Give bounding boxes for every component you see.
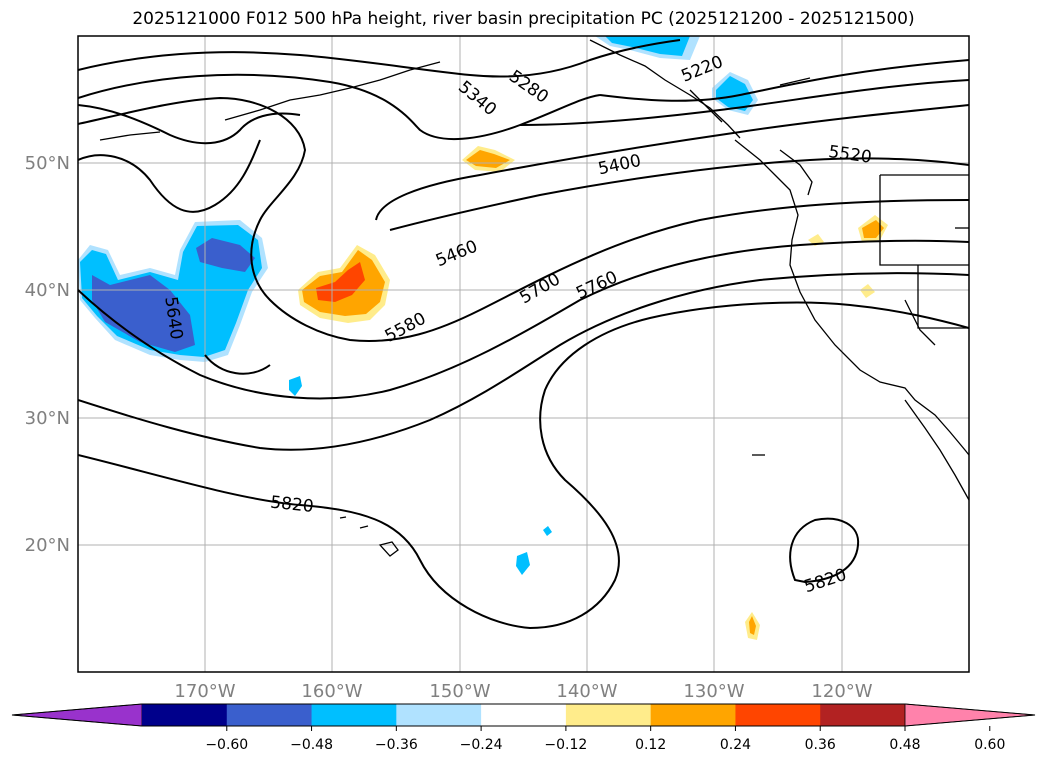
height-contours [78, 39, 969, 630]
positive-anomaly-region [860, 284, 875, 298]
negative-anomaly-region [92, 275, 195, 352]
colorbar-tick-label: 0.60 [974, 737, 1005, 753]
colorbar-tick-label: −0.60 [205, 737, 248, 753]
lon-label: 140°W [556, 681, 617, 702]
colorbar-tick-label: 0.24 [720, 737, 751, 753]
lon-label: 150°W [429, 681, 490, 702]
positive-anomaly-region [749, 616, 756, 635]
lat-label: 30°N [25, 408, 70, 429]
colorbar-segment [565, 704, 652, 726]
colorbar-tick-label: 0.12 [635, 737, 666, 753]
lon-label: 120°W [811, 681, 872, 702]
colorbar-extend-high [904, 703, 1036, 727]
negative-anomaly-region [716, 76, 753, 111]
negative-anomaly-region [289, 376, 302, 396]
colorbar-tick-label: −0.48 [290, 737, 333, 753]
latitude-labels: 50°N 40°N 30°N 20°N [25, 153, 70, 556]
negative-anomaly-region [543, 526, 552, 536]
coastlines [99, 39, 969, 557]
colorbar-segment [820, 704, 906, 726]
colorbar [11, 703, 1036, 727]
precip-anomaly-shading [78, 36, 888, 640]
longitude-labels: 170°W 160°W 150°W 140°W 130°W 120°W [174, 681, 872, 702]
lon-label: 130°W [683, 681, 744, 702]
colorbar-segment [735, 704, 821, 726]
colorbar-segment [226, 704, 313, 726]
colorbar-segment [311, 704, 397, 726]
lon-label: 160°W [301, 681, 362, 702]
colorbar-outline [11, 703, 1036, 727]
lon-label: 170°W [174, 681, 235, 702]
colorbar-tick-label: −0.12 [544, 737, 587, 753]
positive-anomaly-region [862, 220, 884, 238]
negative-anomaly-region [516, 552, 530, 575]
colorbar-tick-label: 0.36 [805, 737, 836, 753]
colorbar-segment [481, 704, 567, 726]
colorbar-segment [650, 704, 736, 726]
colorbar-segment [142, 704, 228, 726]
lat-label: 50°N [25, 153, 70, 174]
graticule [78, 36, 969, 672]
contour-label: 5820 [269, 493, 314, 517]
negative-anomaly-region [196, 238, 255, 272]
lat-label: 40°N [25, 280, 70, 301]
lat-label: 20°N [25, 535, 70, 556]
colorbar-tick-label: −0.36 [375, 737, 418, 753]
map-frame [77, 35, 970, 673]
colorbar-tick-label: 0.48 [889, 737, 920, 753]
colorbar-ticks: −0.60 −0.48 −0.36 −0.24 −0.12 0.12 0.24 0.36 0.4… [205, 726, 1005, 753]
colorbar-segment [396, 704, 482, 726]
positive-anomaly-region [316, 262, 365, 302]
map-title: 2025121000 F012 500 hPa height, river ba… [132, 9, 915, 29]
colorbar-tick-label: −0.24 [460, 737, 503, 753]
colorbar-extend-low [11, 703, 143, 727]
